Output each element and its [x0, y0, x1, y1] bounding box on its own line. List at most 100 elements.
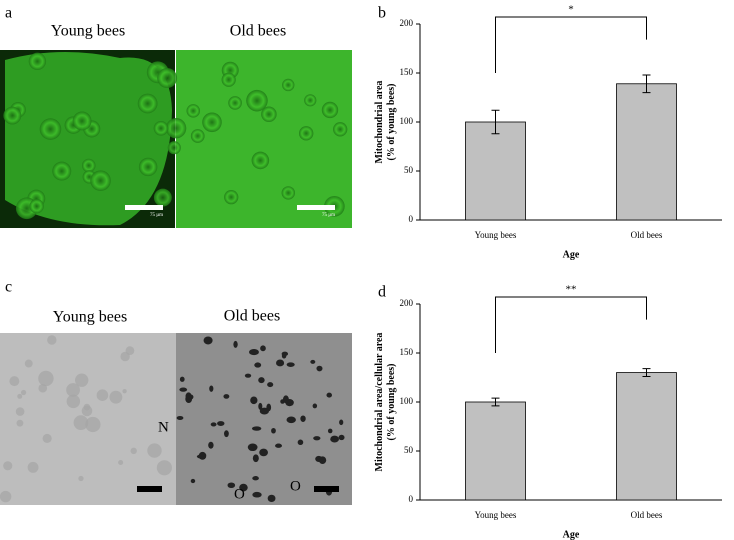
cell — [282, 78, 295, 92]
panel-label: d — [378, 284, 386, 301]
texture — [15, 407, 25, 416]
cell — [153, 120, 169, 136]
image-label: Young bees — [53, 309, 127, 326]
cell — [138, 157, 158, 177]
mitochondrion — [300, 415, 306, 422]
mitochondrion — [190, 478, 196, 484]
cell — [167, 141, 181, 155]
y-axis-label: Mitochondrial area(% of young bees) — [374, 81, 397, 164]
error-bar — [491, 397, 500, 407]
error-bar — [642, 74, 651, 94]
mitochondrion — [176, 415, 184, 420]
image-label: Old bees — [230, 23, 286, 40]
x-tick-label: Young bees — [475, 510, 517, 520]
cells — [3, 52, 348, 220]
significance-label: ** — [566, 284, 577, 296]
y-tick-label: 150 — [400, 347, 414, 357]
scale-bar — [125, 205, 163, 210]
texture — [24, 359, 33, 368]
cell — [137, 93, 158, 114]
marker-label: O — [234, 486, 245, 502]
cell — [224, 189, 239, 205]
mitochondrion — [330, 435, 339, 443]
mitochondrion — [223, 394, 230, 399]
old-em-image — [176, 333, 352, 505]
cell — [299, 126, 314, 141]
cell — [29, 199, 44, 214]
mitochondrion — [198, 451, 207, 460]
mitochondrion — [276, 359, 285, 367]
mitochondrion — [252, 491, 262, 498]
organelles — [0, 335, 345, 503]
mitochondrion — [283, 395, 289, 404]
mitochondrion — [267, 382, 274, 388]
mitochondrion — [252, 454, 259, 463]
significance-label: * — [568, 4, 574, 16]
texture — [66, 394, 81, 409]
cell — [251, 151, 270, 170]
y-axis-label-line: (% of young bees) — [386, 364, 397, 441]
texture — [73, 415, 89, 430]
mitochondrion — [271, 427, 276, 434]
texture — [156, 460, 172, 476]
texture — [27, 461, 39, 473]
young-tissue — [5, 51, 172, 226]
mitochondrion — [310, 359, 316, 364]
mitochondrion — [210, 422, 217, 427]
cell — [72, 111, 92, 131]
cell — [81, 158, 96, 173]
mitochondrion — [318, 456, 327, 464]
texture — [118, 460, 124, 466]
cell — [90, 170, 111, 191]
mitochondrion — [286, 416, 296, 424]
y-tick-label: 200 — [400, 18, 414, 28]
bar — [616, 83, 677, 221]
cell — [202, 112, 222, 133]
error-bar — [642, 368, 651, 378]
bar — [465, 121, 526, 221]
image-label: Young bees — [51, 23, 125, 40]
texture — [122, 389, 127, 394]
texture — [78, 475, 84, 482]
mitochondrion — [179, 387, 188, 392]
mitochondrion — [254, 362, 262, 368]
mitochondrion — [259, 448, 268, 457]
mitochondrion — [247, 443, 258, 452]
marker-label: N — [158, 419, 169, 435]
cell — [157, 68, 178, 88]
texture — [147, 443, 162, 458]
mitochondrion — [250, 396, 258, 405]
y-tick-label: 100 — [400, 116, 414, 126]
mitochondrion — [239, 483, 248, 492]
mitochondrion — [203, 336, 213, 345]
cell — [281, 186, 296, 200]
cell — [333, 122, 348, 137]
y-tick-label: 50 — [404, 165, 414, 175]
texture — [17, 393, 23, 399]
mitochondrion — [252, 476, 259, 481]
mitochondrion — [233, 340, 238, 348]
y-axis-label-line: Mitochondrial area — [374, 81, 385, 164]
texture — [81, 405, 93, 417]
mitochondrion — [297, 439, 304, 445]
mitochondrion — [258, 402, 263, 410]
texture — [3, 461, 13, 471]
panel-label: c — [5, 279, 12, 296]
texture — [9, 376, 20, 387]
mitochondrion — [179, 376, 185, 382]
mitochondrion — [209, 385, 214, 392]
texture — [47, 335, 57, 345]
y-tick-label: 150 — [400, 67, 414, 77]
significance-bracket — [495, 16, 647, 73]
y-tick-label: 200 — [400, 298, 414, 308]
y-tick-label: 100 — [400, 396, 414, 406]
significance-bracket — [495, 296, 647, 353]
mitochondrion — [338, 434, 345, 441]
x-tick-label: Old bees — [631, 510, 663, 520]
texture — [42, 433, 52, 444]
panel-label: b — [378, 5, 386, 22]
texture — [109, 390, 123, 404]
scale-label: 75 µm — [150, 213, 163, 218]
cell — [153, 188, 172, 207]
mitochondrion — [316, 365, 323, 372]
